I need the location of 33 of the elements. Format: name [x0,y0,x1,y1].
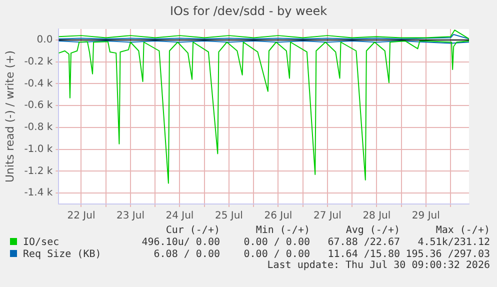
legend-label: IO/sec [22,237,60,248]
text: 11.64 /15.80 [326,249,400,260]
x-tick-label: 22 Jul [67,210,96,222]
text: 0.00 / 0.00 [242,237,310,248]
text: Max (-/+) [434,225,490,236]
text: Last update: Thu Jul 30 09:00:32 2026 [266,260,490,271]
x-tick-label: 28 Jul [362,210,391,222]
x-tick-label: 29 Jul [412,210,440,222]
x-tick-label: 25 Jul [214,210,243,222]
y-axis-title: Units read (-) / write (+) [3,50,16,183]
y-tick-label: -0.4 k [24,78,53,90]
text: 4.51k/231.12 [416,237,490,248]
y-tick-label: -0.2 k [24,56,53,68]
text: 67.88 /22.67 [326,237,400,248]
x-tick-label: 27 Jul [313,210,342,222]
x-tick-label: 24 Jul [166,210,194,222]
y-tick-label: 0.0 [36,34,53,46]
text: 6.08 / 0.00 [152,249,220,260]
text: 496.10u/ 0.00 [140,237,220,248]
legend-label: Req Size (KB) [22,249,102,260]
text: 0.00 / 0.00 [242,249,310,260]
text: 195.36 /297.03 [404,249,490,260]
x-tick-label: 26 Jul [264,210,292,222]
x-tick-label: 23 Jul [116,210,144,222]
text: Avg (-/+) [344,225,400,236]
text: Cur (-/+) [164,225,220,236]
y-tick-label: -1.0 k [24,144,53,155]
y-tick-label: -0.8 k [24,122,53,134]
y-tick-label: -1.4 k [24,188,53,199]
text: Min (-/+) [254,225,310,236]
y-tick-label: -0.6 k [24,100,53,112]
y-tick-label: -1.2 k [24,166,53,177]
chart-title: IOs for /dev/sdd - by week [168,4,328,18]
